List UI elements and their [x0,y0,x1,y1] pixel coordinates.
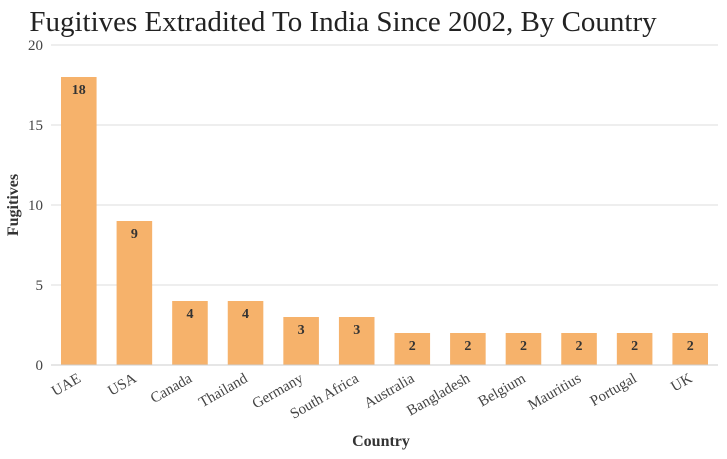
bar-uk [672,333,708,365]
y-tick-label: 5 [36,278,44,294]
y-axis-ticks: 0 5 10 15 20 [28,38,43,374]
y-tick-label: 0 [36,358,44,374]
x-tick-label: USA [105,371,139,400]
x-tick-label: Portugal [588,371,640,410]
x-tick-label: UK [668,371,695,396]
x-tick-label: Belgium [476,370,529,410]
bar-bangladesh [450,333,486,365]
data-labels: 18 9 4 4 3 3 2 2 2 2 2 2 [72,83,694,354]
data-label: 18 [72,83,86,98]
y-axis-label: Fugitives [5,174,22,236]
bar-germany [283,317,319,365]
data-label: 3 [298,323,305,338]
bar-usa [116,221,153,365]
y-tick-label: 20 [28,38,43,54]
data-label: 9 [131,227,138,242]
y-tick-label: 10 [28,198,43,214]
chart-title: Fugitives Extradited To India Since 2002… [29,6,657,38]
x-tick-label: Canada [148,370,195,407]
y-tick-label: 15 [28,118,43,134]
data-label: 4 [186,307,193,322]
x-axis-label: Country [352,433,410,450]
bar-portugal [616,333,653,365]
bar-australia [394,333,431,365]
data-label: 2 [520,339,527,354]
grid-lines [51,44,718,286]
bar-belgium [505,333,542,365]
x-tick-label: Mauritius [526,371,585,414]
bar-south-africa [338,317,375,365]
x-tick-label: Thailand [196,370,251,411]
data-label: 2 [409,339,416,354]
data-label: 3 [353,323,360,338]
bar-mauritius [561,333,597,365]
bars [61,77,708,365]
data-label: 2 [687,339,694,354]
data-label: 2 [631,339,638,354]
bar-thailand [227,301,264,365]
bar-uae [61,77,97,365]
data-label: 4 [242,307,249,322]
bar-canada [172,301,208,365]
x-tick-label: Bangladesh [404,370,473,419]
x-tick-label: UAE [49,371,84,400]
data-label: 2 [464,339,471,354]
data-label: 2 [576,339,583,354]
